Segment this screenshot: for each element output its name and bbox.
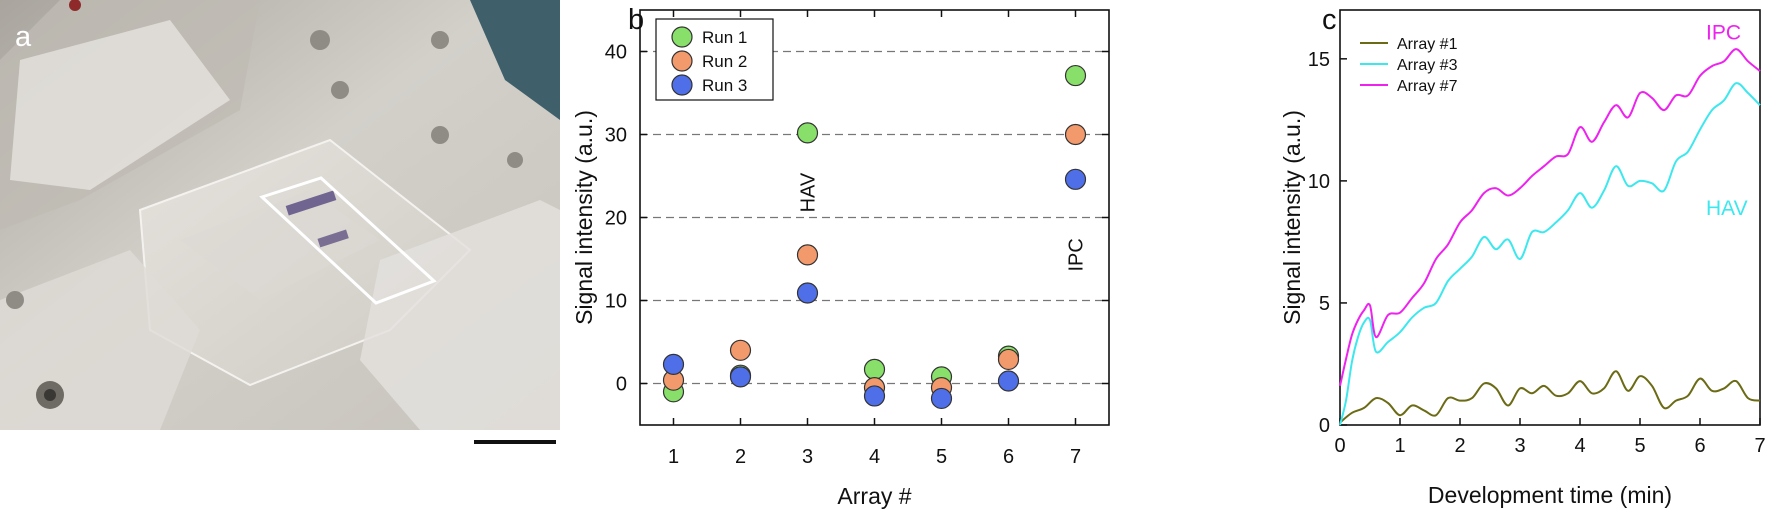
data-point-run-1	[796, 122, 819, 144]
panel-c-chart: 0 5 10 15 0 1 2 3 4 5 6 7 Array #1 Array #3 Array #7 IP…	[1279, 9, 1766, 508]
x-axis-label: Array #	[837, 483, 911, 509]
data-point-run-3	[729, 366, 752, 388]
data-point-run-3	[1064, 168, 1087, 190]
annotation-label: IPC	[1706, 21, 1741, 44]
legend-label: Array #1	[1397, 36, 1458, 53]
x-tick-label: 7	[1754, 435, 1765, 457]
x-tick-label: 4	[869, 446, 880, 468]
data-point-run-3	[863, 385, 886, 407]
x-tick-label: 5	[936, 446, 947, 468]
legend-label: Run 1	[702, 28, 747, 47]
y-tick-label: 10	[605, 291, 627, 313]
y-tick-label: 0	[616, 374, 627, 396]
legend: Array #1 Array #3 Array #7	[1360, 36, 1458, 95]
data-point-run-2	[997, 348, 1020, 371]
series-line-array-2	[1339, 48, 1761, 387]
series-line-array-1	[1339, 82, 1761, 426]
annotation-label: HAV	[798, 172, 820, 212]
panel-c-label: c	[1322, 4, 1337, 36]
panel-a-label: a	[15, 21, 32, 53]
legend-marker-run-1	[671, 26, 693, 48]
panel-a-photo: a	[0, 0, 560, 444]
data-point-run-1	[1064, 64, 1087, 87]
y-tick-label: 30	[605, 125, 627, 147]
plot-frame	[1339, 9, 1761, 426]
y-tick-label: 20	[605, 208, 627, 230]
panel-b-chart: 0 10 20 30 40 1 2 3 4 5 6 7 HAV IPC Run 1 Run 2 Run 3 Arr…	[571, 9, 1110, 509]
data-point-run-2	[796, 244, 819, 266]
x-tick-label: 1	[668, 446, 679, 468]
data-point-run-3	[662, 353, 685, 376]
x-tick-label: 1	[1394, 435, 1405, 457]
legend-label: Run 3	[702, 76, 747, 95]
legend-marker-run-2	[671, 50, 693, 72]
x-tick-label: 6	[1694, 435, 1705, 457]
data-point-run-3	[997, 370, 1020, 392]
x-tick-label: 5	[1634, 435, 1645, 457]
y-tick-label: 40	[605, 42, 627, 64]
annotation-label: HAV	[1706, 197, 1748, 220]
data-point-run-2	[1064, 123, 1087, 146]
plot-frame	[639, 9, 1110, 426]
data-point-run-1	[863, 358, 886, 380]
data-point-run-2	[729, 339, 752, 361]
y-tick-label: 5	[1319, 293, 1330, 315]
x-tick-label: 2	[735, 446, 746, 468]
data-point-run-3	[930, 387, 953, 410]
panel-b-label: b	[628, 4, 644, 36]
x-tick-label: 3	[802, 446, 813, 468]
x-tick-label: 6	[1003, 446, 1014, 468]
photo-chip	[0, 0, 560, 430]
annotation-label: IPC	[1066, 238, 1088, 271]
x-tick-label: 4	[1574, 435, 1585, 457]
legend-label: Run 2	[702, 52, 747, 71]
scale-bar	[474, 440, 556, 444]
legend-marker-run-3	[671, 74, 693, 96]
x-axis-label: Development time (min)	[1428, 482, 1672, 508]
data-point-run-3	[796, 282, 819, 304]
y-tick-label: 0	[1319, 415, 1330, 437]
x-tick-label: 2	[1454, 435, 1465, 457]
y-tick-label: 10	[1308, 171, 1330, 193]
y-axis-label: Signal intensity (a.u.)	[571, 110, 597, 325]
legend: Run 1 Run 2 Run 3	[655, 18, 774, 101]
legend-label: Array #3	[1397, 57, 1458, 74]
x-tick-label: 0	[1334, 435, 1345, 457]
x-tick-label: 3	[1514, 435, 1525, 457]
y-tick-label: 15	[1308, 49, 1330, 71]
series-line-array-0	[1339, 370, 1761, 424]
legend-label: Array #7	[1397, 78, 1458, 95]
y-axis-label: Signal intensity (a.u.)	[1279, 110, 1305, 325]
x-tick-label: 7	[1070, 446, 1081, 468]
